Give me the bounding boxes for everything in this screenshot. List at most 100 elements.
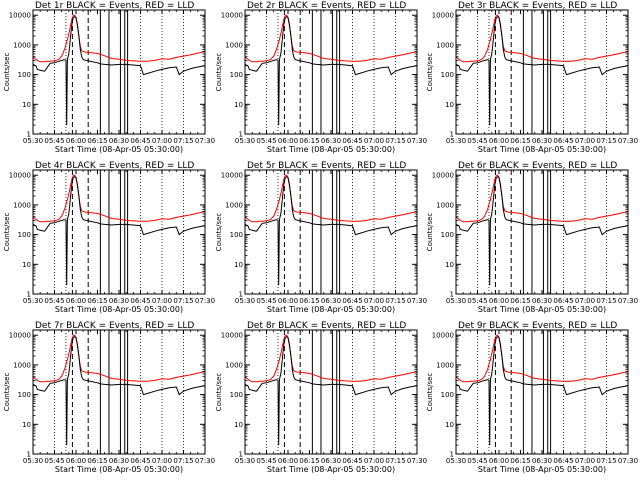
x-tick-label: 05:45 [467,457,487,465]
x-tick-label: 06:30 [321,137,341,145]
y-tick-label: 10000 [221,12,243,20]
y-tick-label: 1000 [225,41,243,49]
x-tick-label: 06:45 [130,297,150,305]
y-tick-label: 1000 [436,41,454,49]
x-tick-label: 05:45 [467,297,487,305]
panel-title: Det 1r BLACK = Events, RED = LLD [35,1,194,11]
x-tick-label: 06:15 [299,137,319,145]
series-line-lld [245,14,417,63]
panel-title: Det 2r BLACK = Events, RED = LLD [247,1,406,11]
panel-7: Det 7r BLACK = Events, RED = LLD 1 10 100 10… [3,321,215,474]
y-tick-label: 1000 [225,201,243,209]
y-tick-label: 100 [441,231,454,239]
x-tick-label: 06:45 [130,137,150,145]
x-axis-label: Start Time (08-Apr-05 05:30:00) [478,465,606,474]
x-tick-label: 06:30 [321,457,341,465]
panel-1: Det 1r BLACK = Events, RED = LLD 1 10 100 10… [3,1,215,154]
series-group [456,14,628,126]
x-tick-label: 06:15 [510,137,530,145]
panel-title: Det 6r BLACK = Events, RED = LLD [458,161,617,171]
x-axis-label: Start Time (08-Apr-05 05:30:00) [55,465,183,474]
y-tick-label: 10 [445,101,454,109]
y-axis-label: Counts/sec [426,213,434,252]
series-line-lld [245,334,417,383]
y-tick-label: 10000 [9,332,31,340]
x-tick-label: 07:30 [407,297,427,305]
plot-frame [32,9,206,135]
x-tick-label: 05:45 [467,137,487,145]
x-axis-label: Start Time (08-Apr-05 05:30:00) [267,305,395,314]
x-tick-label: 07:00 [575,297,595,305]
y-tick-label: 1000 [13,361,31,369]
y-axis-label: Counts/sec [3,53,11,92]
panel-6: Det 6r BLACK = Events, RED = LLD 1 10 100 10… [426,161,638,314]
x-tick-label: 05:30 [446,457,466,465]
series-line-events [245,175,417,286]
x-tick-label: 05:45 [44,137,64,145]
x-tick-label: 06:45 [342,297,362,305]
x-tick-label: 07:00 [575,137,595,145]
plot-frame [455,329,629,455]
x-tick-label: 05:45 [256,137,276,145]
x-tick-label: 05:30 [446,297,466,305]
y-tick-label: 1 [450,451,454,459]
series-line-lld [456,14,628,63]
y-tick-label: 10000 [432,172,454,180]
y-tick-label: 10000 [221,172,243,180]
plot-frame [244,9,418,135]
x-tick-label: 06:15 [87,297,107,305]
x-tick-label: 07:30 [618,137,638,145]
y-tick-label: 1 [27,291,31,299]
y-tick-label: 1000 [13,201,31,209]
series-line-lld [456,174,628,223]
x-tick-label: 06:45 [553,457,573,465]
series-line-events [456,335,628,446]
x-tick-label: 06:00 [66,137,86,145]
x-tick-label: 06:00 [489,137,509,145]
x-tick-label: 06:45 [130,457,150,465]
x-tick-label: 06:00 [489,297,509,305]
y-tick-label: 10 [22,101,31,109]
y-tick-label: 1 [239,131,243,139]
x-tick-label: 07:00 [364,297,384,305]
y-axis-label: Counts/sec [215,53,223,92]
x-axis-label: Start Time (08-Apr-05 05:30:00) [55,305,183,314]
plot-frame [455,169,629,295]
x-tick-label: 05:45 [256,297,276,305]
y-tick-label: 10 [445,261,454,269]
x-tick-label: 06:15 [510,457,530,465]
plot-frame [455,9,629,135]
y-axis-label: Counts/sec [426,373,434,412]
x-tick-label: 06:15 [299,457,319,465]
y-tick-label: 1000 [436,361,454,369]
x-axis-label: Start Time (08-Apr-05 05:30:00) [267,145,395,154]
x-tick-label: 06:15 [87,457,107,465]
x-tick-label: 07:30 [407,457,427,465]
y-tick-label: 100 [230,231,243,239]
series-line-lld [33,334,205,383]
x-tick-label: 07:15 [385,137,405,145]
x-tick-label: 07:15 [596,137,616,145]
x-tick-label: 07:30 [618,297,638,305]
x-tick-label: 07:15 [385,297,405,305]
y-tick-label: 1 [27,131,31,139]
x-tick-label: 06:30 [532,297,552,305]
x-tick-label: 05:30 [235,457,255,465]
x-tick-label: 07:30 [195,297,215,305]
x-tick-label: 07:15 [385,457,405,465]
y-tick-label: 10 [234,101,243,109]
y-tick-label: 10000 [9,172,31,180]
x-tick-label: 06:00 [489,457,509,465]
panel-title: Det 5r BLACK = Events, RED = LLD [247,161,406,171]
x-tick-label: 06:30 [532,457,552,465]
x-tick-label: 06:00 [278,457,298,465]
panel-9: Det 9r BLACK = Events, RED = LLD 1 10 100 10… [426,321,638,474]
x-tick-label: 06:30 [109,137,129,145]
x-tick-label: 06:45 [553,297,573,305]
series-line-events [456,175,628,286]
panel-title: Det 7r BLACK = Events, RED = LLD [35,321,194,331]
x-tick-label: 07:30 [195,457,215,465]
series-group [245,174,417,286]
y-tick-label: 10 [22,421,31,429]
x-tick-label: 05:30 [235,297,255,305]
